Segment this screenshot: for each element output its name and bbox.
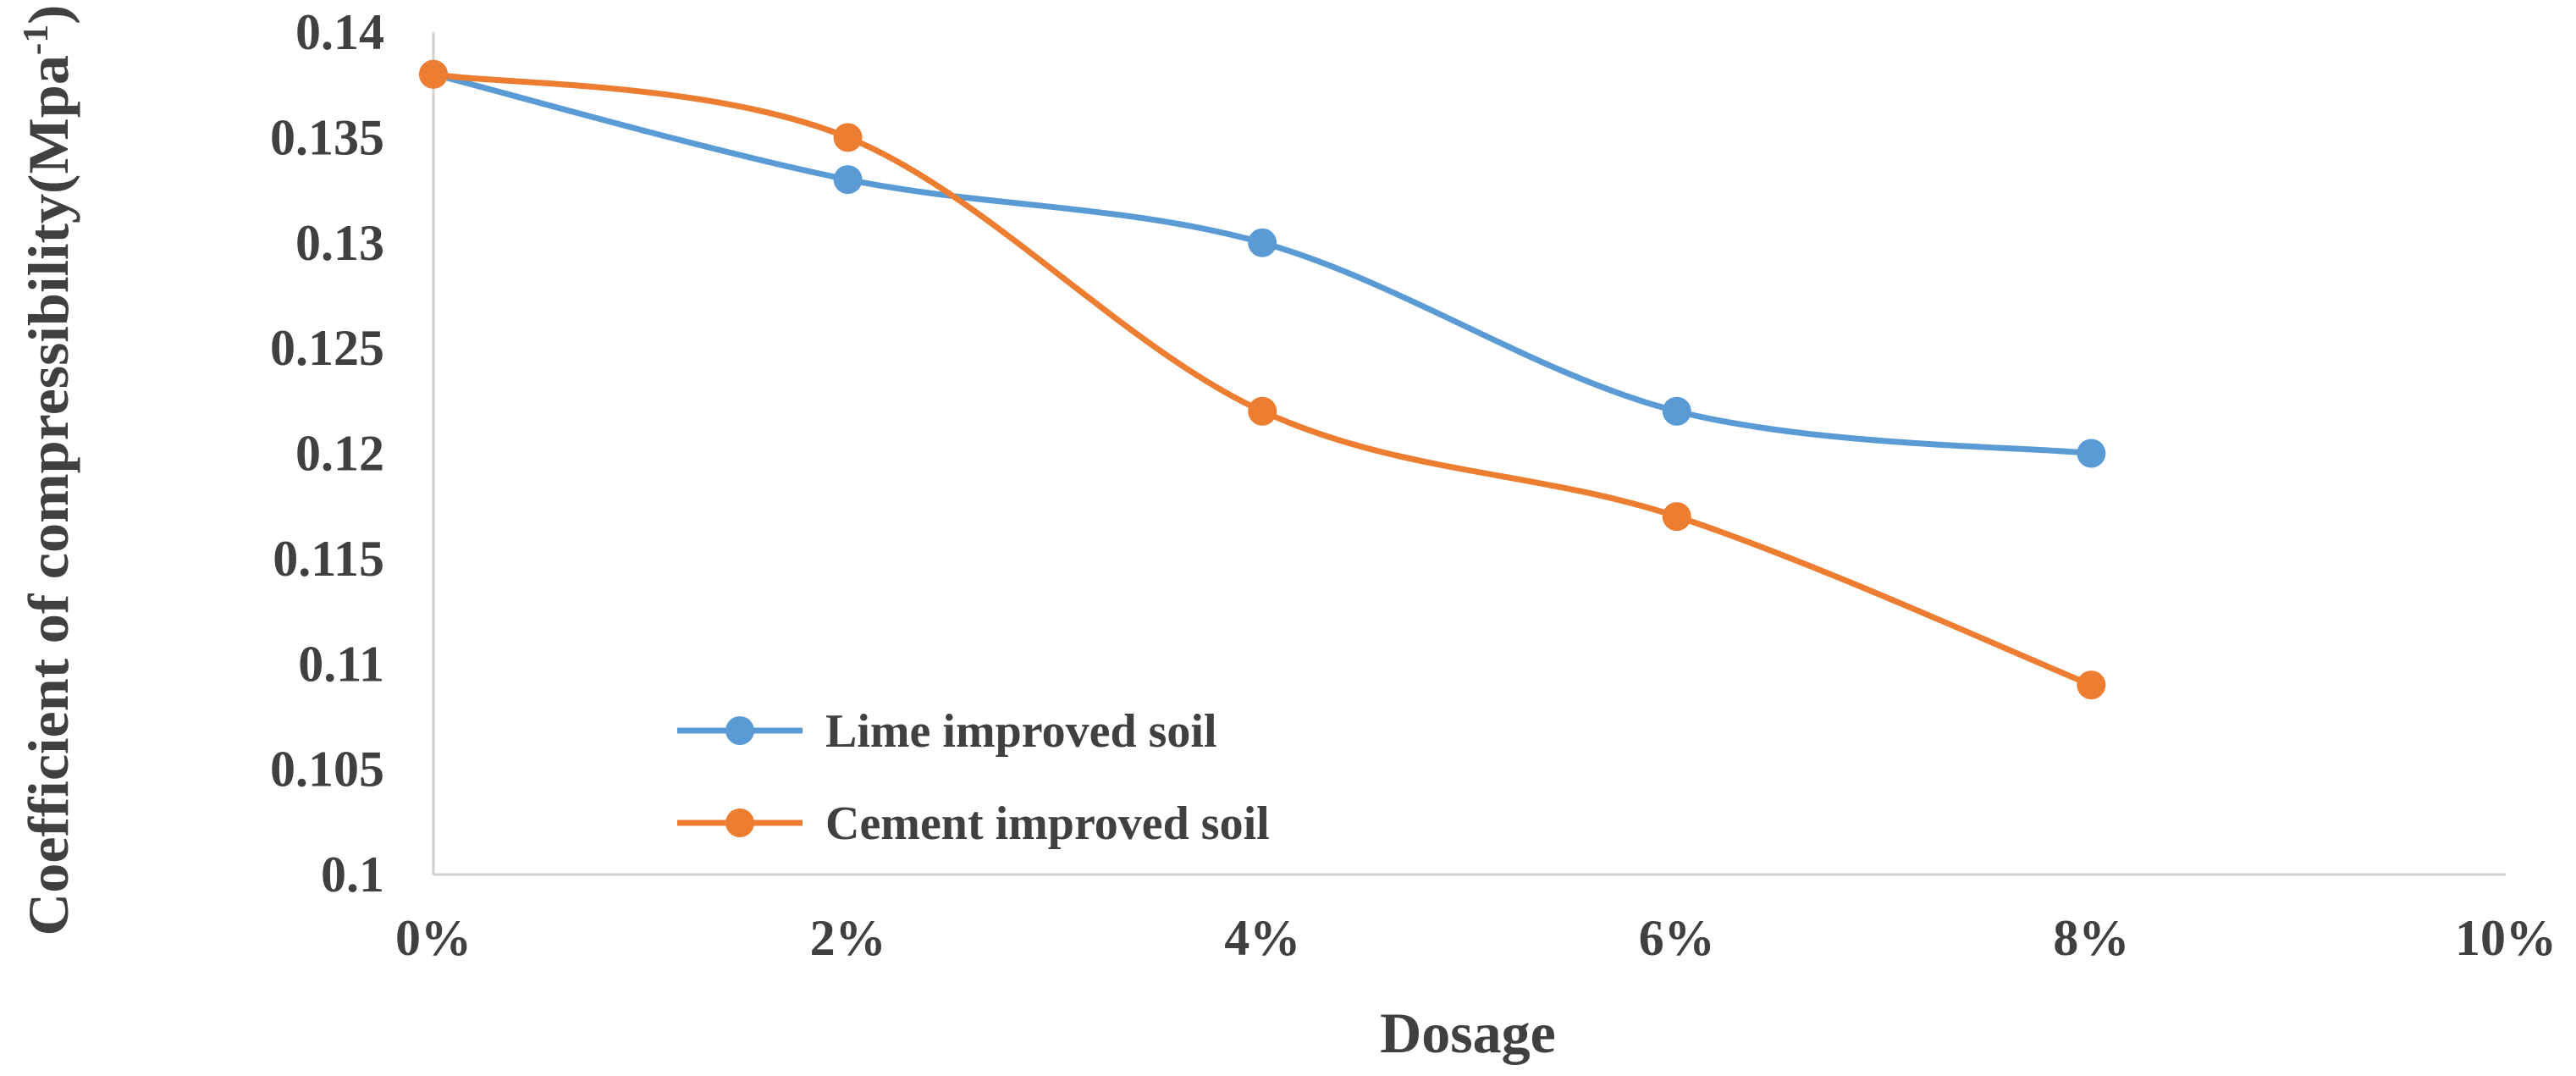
- series-1-point: [1662, 396, 1691, 426]
- y-tick-labels: 0.1 0.105 0.11 0.115 0.12 0.125 0.13 0.135 0.14: [270, 4, 384, 902]
- series-2-point: [1248, 396, 1277, 426]
- series-2-point: [1662, 502, 1691, 532]
- series: [419, 59, 2106, 700]
- series-1-point: [1248, 228, 1277, 257]
- y-tick-label: 0.115: [273, 531, 384, 587]
- legend-swatch-marker: [725, 716, 754, 745]
- series-1-point: [833, 165, 863, 195]
- y-axis-title-close: ): [16, 5, 80, 25]
- y-axis-title-main: Coefficient of compressibility(Mpa: [16, 55, 80, 935]
- series-2-point: [419, 59, 448, 89]
- legend-swatch-marker: [725, 808, 754, 837]
- y-tick-label: 0.1: [321, 847, 384, 902]
- x-tick-label: 0%: [395, 910, 472, 966]
- x-tick-label: 4%: [1224, 910, 1300, 966]
- x-tick-labels: 0% 2% 4% 6% 8% 10%: [395, 910, 2557, 966]
- legend-label: Lime improved soil: [825, 705, 1217, 758]
- x-tick-label: 6%: [1639, 910, 1715, 966]
- series-line-1: [430, 71, 2094, 456]
- x-axis-title: Dosage: [1380, 1001, 1556, 1065]
- y-tick-label: 0.14: [295, 4, 384, 60]
- y-axis-title: Coefficient of compressibility(Mpa-1): [16, 5, 80, 936]
- y-tick-label: 0.105: [270, 742, 384, 797]
- series-2-point: [833, 123, 863, 152]
- legend-label: Cement improved soil: [825, 797, 1270, 850]
- x-tick-label: 8%: [2053, 910, 2129, 966]
- series-line-2: [430, 71, 2094, 688]
- axes: [432, 32, 2506, 876]
- y-axis-title-superscript: -1: [17, 25, 56, 55]
- x-tick-label: 2%: [810, 910, 886, 966]
- legend: Lime improved soil Cement improved soil: [677, 705, 1270, 850]
- y-tick-label: 0.135: [270, 109, 384, 165]
- y-tick-label: 0.11: [298, 636, 384, 692]
- y-tick-label: 0.13: [295, 215, 384, 271]
- series-2-point: [2077, 670, 2106, 700]
- series-1-point: [2077, 439, 2106, 468]
- y-tick-label: 0.12: [295, 426, 384, 482]
- x-tick-label: 10%: [2455, 910, 2557, 966]
- y-tick-label: 0.125: [270, 320, 384, 376]
